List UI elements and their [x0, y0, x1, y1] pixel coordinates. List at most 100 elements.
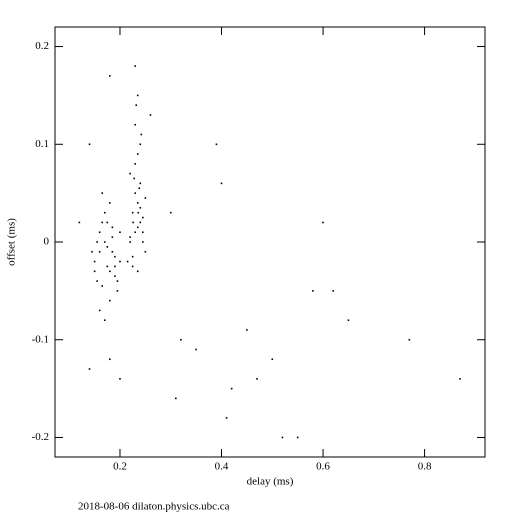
point [139, 206, 142, 209]
point [296, 436, 299, 439]
point [98, 309, 101, 312]
point [347, 319, 350, 321]
point [134, 192, 137, 194]
point [106, 221, 109, 224]
point [138, 187, 141, 190]
point [119, 378, 121, 380]
point [131, 265, 134, 268]
point [103, 241, 106, 243]
point [101, 285, 104, 287]
point [134, 65, 137, 67]
point [93, 260, 96, 263]
point [119, 260, 121, 263]
point [220, 182, 223, 185]
x-tick-label: 0.8 [418, 461, 432, 473]
point [256, 378, 258, 380]
point [142, 241, 144, 243]
point [230, 387, 233, 390]
y-tick-label: -0.1 [32, 333, 49, 345]
point [175, 397, 177, 400]
point [134, 163, 137, 165]
point [144, 250, 147, 253]
point [103, 319, 106, 321]
point [459, 378, 461, 380]
point [136, 202, 139, 204]
point [133, 177, 135, 180]
point [271, 358, 274, 361]
point [139, 143, 142, 146]
point [111, 250, 114, 253]
point [139, 221, 142, 224]
y-tick-label: -0.2 [32, 431, 49, 443]
point [109, 299, 111, 302]
point [134, 123, 137, 126]
point [96, 241, 98, 243]
x-axis-label: delay (ms) [247, 476, 294, 488]
point [312, 290, 314, 292]
point [136, 270, 139, 273]
point [88, 143, 91, 146]
point [101, 192, 104, 194]
point [137, 211, 140, 214]
point [106, 246, 109, 248]
point [142, 231, 144, 234]
point [131, 211, 134, 214]
point [111, 236, 114, 238]
point [144, 197, 147, 199]
point [106, 265, 109, 268]
point [109, 358, 111, 361]
point [131, 255, 134, 258]
point [114, 255, 116, 258]
point [98, 231, 101, 234]
point [129, 236, 131, 238]
point [408, 338, 411, 341]
point [78, 221, 81, 224]
point [139, 182, 142, 185]
point [88, 368, 91, 370]
point [98, 250, 101, 253]
footer: 2018-08-06 dilaton.physics.ubc.ca [78, 501, 230, 512]
point [96, 280, 98, 282]
point [149, 114, 152, 116]
point [180, 338, 182, 341]
point [136, 153, 139, 155]
point [246, 329, 248, 331]
point [116, 280, 119, 282]
y-tick-label: 0 [44, 236, 50, 248]
point [119, 231, 121, 234]
point [129, 172, 131, 175]
point [114, 275, 116, 278]
point [135, 104, 138, 106]
point [322, 221, 324, 224]
point [169, 211, 172, 214]
point [132, 221, 134, 224]
point [103, 211, 106, 214]
point [332, 290, 335, 292]
x-tick-label: 0.4 [215, 461, 229, 473]
y-tick-label: 0.1 [35, 138, 49, 150]
point [136, 94, 139, 97]
point [114, 265, 116, 268]
y-axis-label: offset (ms) [6, 218, 18, 266]
point [129, 241, 131, 243]
point [195, 348, 197, 351]
point [142, 216, 144, 219]
point [225, 417, 228, 419]
point [116, 290, 119, 292]
point [134, 231, 137, 234]
plot-frame [54, 26, 486, 458]
point [109, 270, 111, 273]
point [93, 270, 96, 273]
point [109, 75, 111, 77]
point [281, 436, 284, 439]
x-tick-label: 0.2 [113, 461, 127, 473]
point [109, 202, 111, 204]
x-tick-label: 0.6 [316, 461, 330, 473]
y-tick-label: 0.2 [35, 40, 49, 52]
point [111, 226, 114, 229]
point [215, 143, 218, 146]
point [101, 221, 104, 224]
point [136, 226, 139, 229]
